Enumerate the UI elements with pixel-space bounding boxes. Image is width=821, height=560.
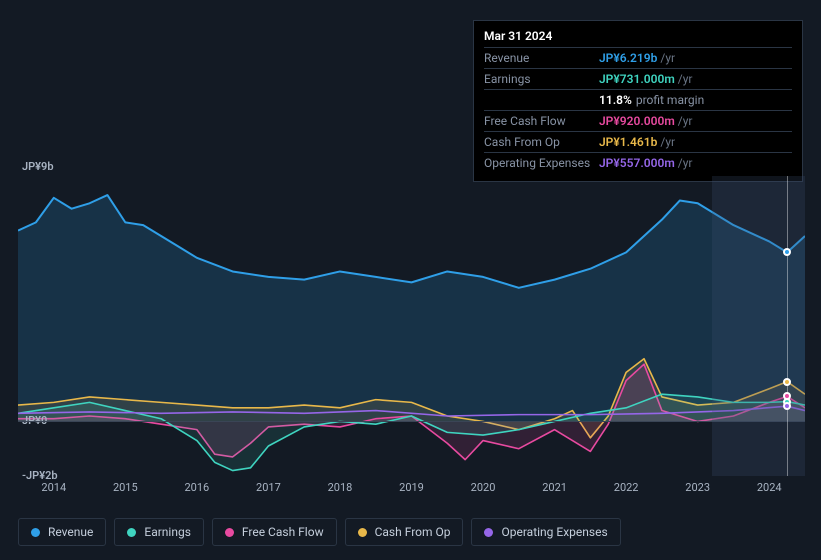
cursor-line — [787, 176, 788, 476]
x-axis-label: 2015 — [113, 481, 138, 494]
legend-item[interactable]: Operating Expenses — [471, 518, 620, 546]
x-axis-label: 2017 — [256, 481, 281, 494]
x-axis-label: 2014 — [41, 481, 66, 494]
cursor-marker — [783, 248, 791, 256]
tooltip-panel: Mar 31 2024 RevenueJP¥6.219b/yrEarningsJ… — [473, 20, 803, 182]
legend-label: Operating Expenses — [501, 525, 607, 539]
tooltip-row: EarningsJP¥731.000m/yr — [484, 69, 792, 90]
highlight-band — [712, 176, 805, 476]
x-axis-label: 2022 — [614, 481, 639, 494]
y-axis-label-top: JP¥9b — [22, 160, 54, 173]
legend-label: Free Cash Flow — [242, 525, 324, 539]
x-axis-label: 2024 — [757, 481, 782, 494]
legend: Revenue Earnings Free Cash Flow Cash From O… — [18, 518, 621, 546]
tooltip-row: 11.8%profit margin — [484, 90, 792, 111]
tooltip-row: Operating ExpensesJP¥557.000m/yr — [484, 153, 792, 173]
legend-item[interactable]: Cash From Op — [345, 518, 464, 546]
legend-swatch — [31, 528, 40, 537]
chart-area[interactable]: JP¥0-JP¥2b 20142015201620172018201920202… — [18, 176, 805, 476]
legend-swatch — [484, 528, 493, 537]
tooltip-row: Free Cash FlowJP¥920.000m/yr — [484, 111, 792, 132]
legend-swatch — [225, 528, 234, 537]
cursor-marker — [783, 402, 791, 410]
x-axis-label: 2019 — [399, 481, 424, 494]
tooltip-row: RevenueJP¥6.219b/yr — [484, 48, 792, 69]
cursor-marker — [783, 378, 791, 386]
legend-swatch — [127, 528, 136, 537]
chart-svg — [18, 176, 805, 476]
x-axis-label: 2018 — [328, 481, 353, 494]
tooltip-date: Mar 31 2024 — [484, 29, 792, 48]
x-axis-label: 2021 — [542, 481, 567, 494]
legend-item[interactable]: Earnings — [114, 518, 204, 546]
x-axis-label: 2016 — [184, 481, 209, 494]
legend-item[interactable]: Free Cash Flow — [212, 518, 337, 546]
series-area — [18, 195, 805, 421]
x-axis-label: 2020 — [471, 481, 496, 494]
legend-label: Revenue — [48, 525, 93, 539]
legend-label: Cash From Op — [375, 525, 451, 539]
legend-label: Earnings — [144, 525, 191, 539]
zero-axis-line — [18, 421, 805, 422]
tooltip-row: Cash From OpJP¥1.461b/yr — [484, 132, 792, 153]
legend-swatch — [358, 528, 367, 537]
x-axis-label: 2023 — [685, 481, 710, 494]
legend-item[interactable]: Revenue — [18, 518, 106, 546]
